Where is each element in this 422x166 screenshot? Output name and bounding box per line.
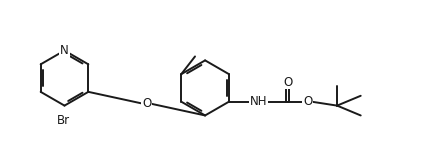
Text: N: N [60, 44, 69, 57]
Text: O: O [283, 76, 292, 88]
Text: NH: NH [250, 95, 267, 108]
Text: O: O [142, 97, 151, 110]
Text: O: O [303, 95, 312, 108]
Text: Br: Br [57, 115, 70, 127]
